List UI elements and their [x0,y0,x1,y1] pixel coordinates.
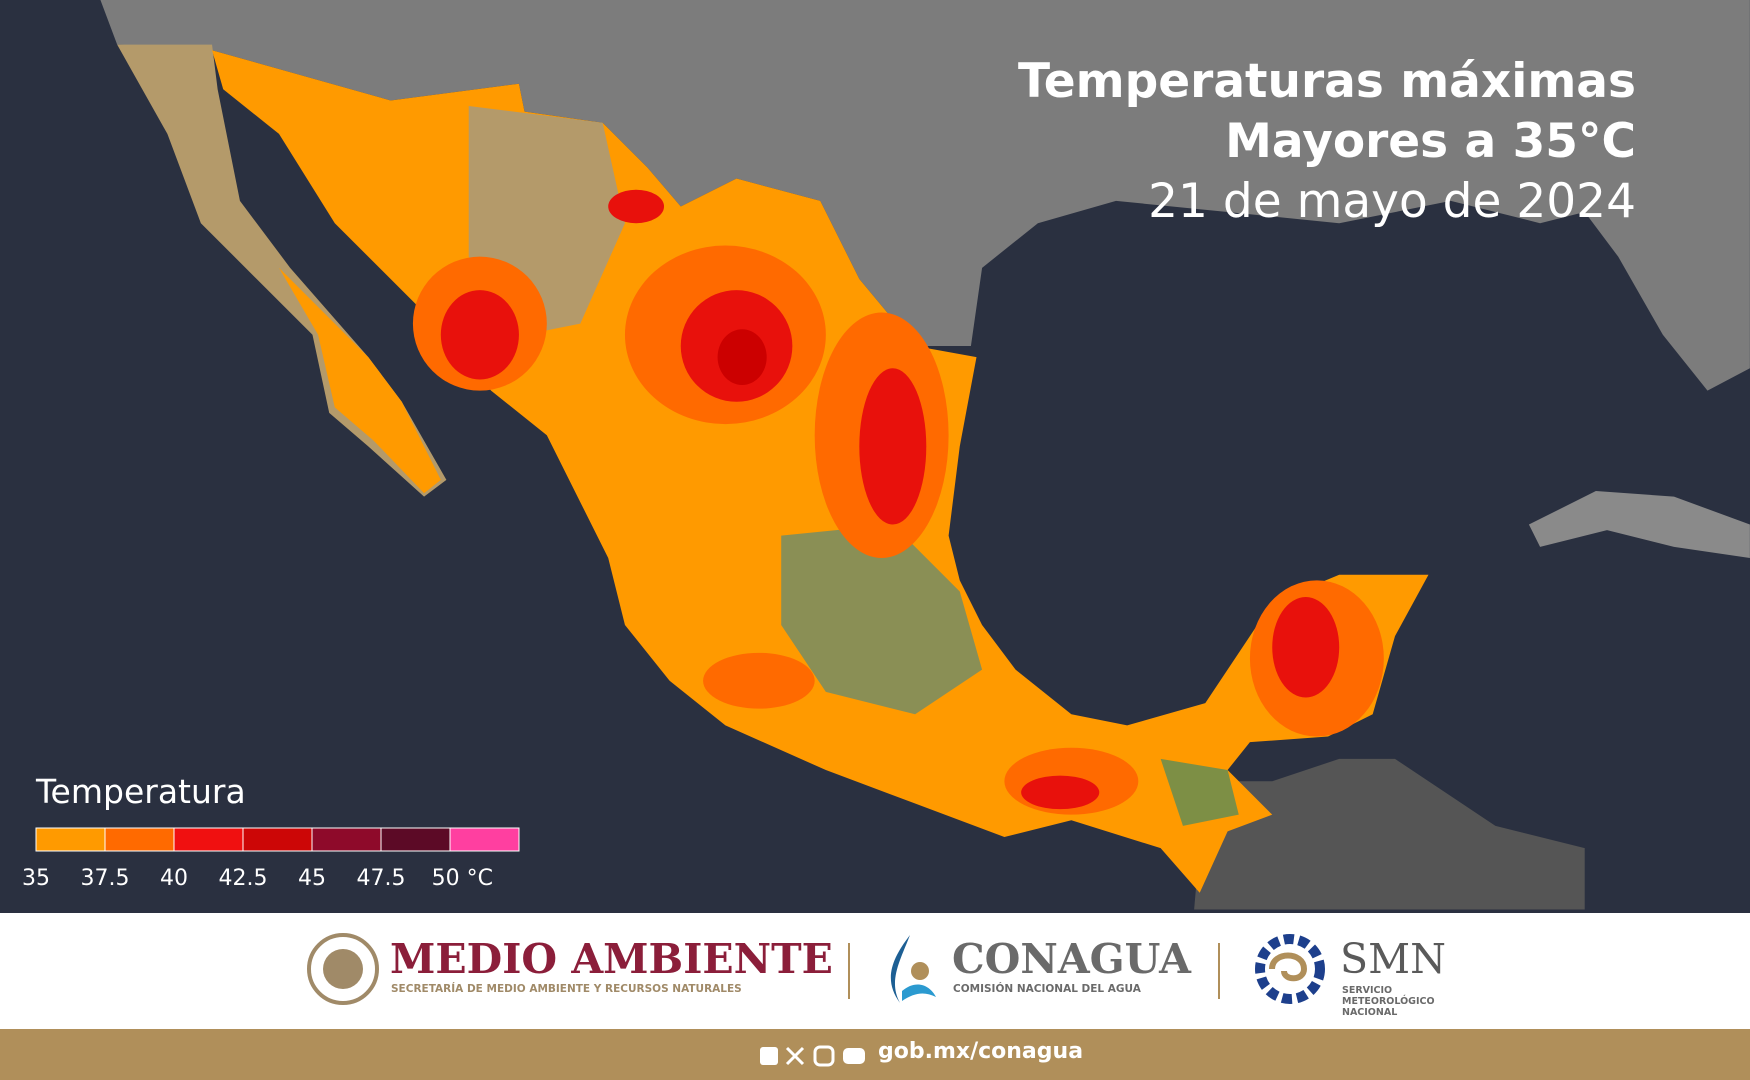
smn-subtitle: SERVICIO METEOROLÓGICO NACIONAL [1342,985,1435,1018]
legend-label: 42.5 [218,866,268,891]
title: Temperaturas máximas [1017,54,1636,109]
central-highlands [781,524,983,715]
conagua-name: CONAGUA [952,935,1191,983]
social-icons [760,1045,865,1067]
website[interactable]: gob.mx/conagua [878,1039,1084,1064]
instagram-icon[interactable] [813,1045,835,1067]
separator [1218,943,1220,999]
semarnat-emblem [307,933,379,1005]
separator [848,943,850,999]
title-block: Temperaturas máximas Mayores a 35°C 21 d… [1018,52,1636,232]
north-america-land [100,0,1750,391]
legend-title: Temperatura [36,772,246,811]
chiapas-forest [1160,758,1239,826]
hottest-zone [717,329,767,386]
legend-label: 37.5 [80,866,130,891]
smn-subtitle-line: SERVICIO [1342,985,1393,996]
legend-label: 45 [298,866,326,891]
legend-swatch [104,827,175,852]
footer: MEDIO AMBIENTE SECRETARÍA DE MEDIO AMBIE… [0,913,1750,1027]
semarnat-name: MEDIO AMBIENTE [390,935,833,983]
smn-subtitle-line: NACIONAL [1342,1007,1398,1018]
map-geometry [100,0,1750,910]
smn-subtitle-line: METEOROLÓGICO [1342,996,1435,1007]
legend-swatch [242,827,313,852]
legend [35,827,520,852]
legend-label: 40 [160,866,188,891]
date: 21 de mayo de 2024 [1148,174,1636,229]
central-america [1194,758,1585,910]
semarnat-subtitle: SECRETARÍA DE MEDIO AMBIENTE Y RECURSOS … [391,983,742,995]
legend-swatch [311,827,382,852]
smn-name: SMN [1340,935,1446,983]
facebook-icon[interactable] [760,1047,778,1065]
cuba [1528,491,1750,558]
legend-label: 47.5 [356,866,406,891]
conagua-emblem [890,935,936,1003]
conagua-subtitle: COMISIÓN NACIONAL DEL AGUA [953,983,1141,995]
footer-bar: gob.mx/conagua [0,1029,1750,1080]
map [0,0,1750,913]
smn-emblem [1255,934,1325,1004]
legend-label: 35 [22,866,50,891]
subtitle: Mayores a 35°C [1225,114,1636,169]
baja-heat [278,267,441,494]
legend-label: 50 °C [431,866,493,891]
legend-swatch [449,827,520,852]
legend-swatch [173,827,244,852]
legend-swatch [380,827,451,852]
x-icon[interactable] [785,1046,805,1066]
legend-swatch [35,827,106,852]
youtube-icon[interactable] [843,1048,865,1064]
